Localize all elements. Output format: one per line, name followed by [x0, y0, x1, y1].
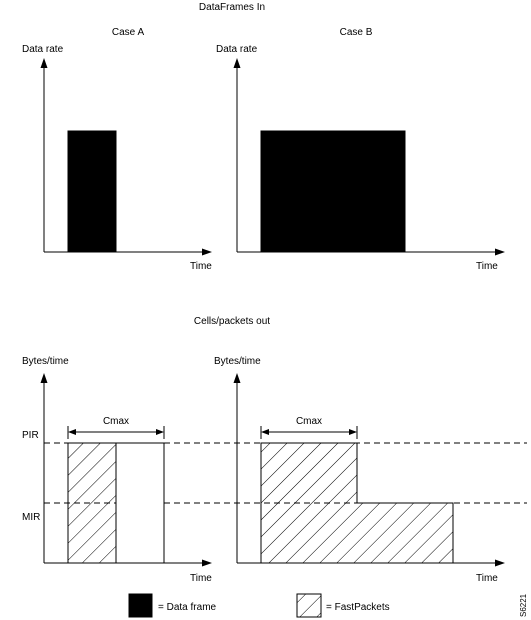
legend-data-frame-swatch: [128, 593, 153, 618]
figure-id: S6221: [519, 593, 528, 617]
case-b-y-label: Data rate: [216, 44, 258, 55]
out-b-cmax-dimension: [260, 426, 358, 439]
case-a-x-label: Time: [190, 261, 212, 272]
out-a-x-label: Time: [190, 573, 212, 584]
case-a-data-frame: [67, 130, 117, 253]
mir-label: MIR: [22, 512, 40, 523]
out-a-fastpackets: [67, 442, 117, 564]
bottom-heading: Cells/packets out: [194, 316, 270, 327]
out-a-empty-block: [115, 442, 165, 564]
case-a-y-label: Data rate: [22, 44, 64, 55]
out-a-cmax-label: Cmax: [103, 416, 129, 427]
case-b-label: Case B: [340, 27, 373, 38]
case-b-data-frame: [260, 130, 406, 253]
out-b-cmax-label: Cmax: [296, 416, 322, 427]
top-heading: DataFrames In: [199, 2, 265, 13]
out-a-cmax-dimension: [67, 426, 165, 439]
legend-data-frame-label: = Data frame: [158, 602, 217, 613]
legend-fastpackets-label: = FastPackets: [326, 602, 390, 613]
out-b-x-label: Time: [476, 573, 498, 584]
case-b-x-label: Time: [476, 261, 498, 272]
out-b-y-label: Bytes/time: [214, 356, 261, 367]
out-a-y-label: Bytes/time: [22, 356, 69, 367]
pir-label: PIR: [22, 430, 39, 441]
out-b-fastpackets: [260, 442, 454, 564]
case-a-label: Case A: [112, 27, 145, 38]
legend-fastpackets-swatch: [296, 593, 322, 618]
case-a-axes: [40, 58, 212, 256]
